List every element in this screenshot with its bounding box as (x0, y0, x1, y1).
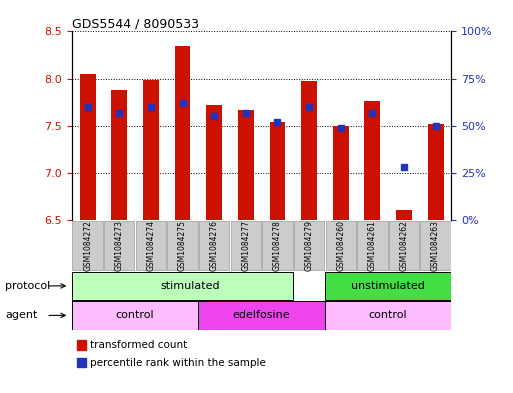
Text: edelfosine: edelfosine (233, 310, 290, 320)
Text: control: control (116, 310, 154, 320)
Text: GSM1084262: GSM1084262 (400, 220, 408, 271)
Bar (333, 126, 349, 220)
Bar (428, 124, 444, 220)
Text: GSM1084273: GSM1084273 (115, 220, 124, 271)
Bar (396, 210, 412, 220)
Text: GSM1084277: GSM1084277 (241, 220, 250, 271)
FancyBboxPatch shape (167, 221, 198, 270)
Text: agent: agent (5, 310, 37, 320)
Bar (269, 122, 285, 220)
FancyBboxPatch shape (294, 221, 324, 270)
FancyBboxPatch shape (357, 221, 387, 270)
FancyBboxPatch shape (199, 301, 325, 329)
Bar (111, 90, 127, 220)
Text: GSM1084276: GSM1084276 (210, 220, 219, 271)
FancyBboxPatch shape (325, 272, 451, 300)
Text: protocol: protocol (5, 281, 50, 291)
FancyBboxPatch shape (231, 221, 261, 270)
Text: control: control (369, 310, 407, 320)
FancyBboxPatch shape (325, 301, 451, 329)
Text: GSM1084274: GSM1084274 (146, 220, 155, 271)
Bar (301, 81, 317, 220)
Text: GSM1084279: GSM1084279 (305, 220, 313, 271)
Text: GSM1084275: GSM1084275 (178, 220, 187, 271)
Text: GSM1084263: GSM1084263 (431, 220, 440, 271)
Bar (174, 46, 190, 220)
Text: unstimulated: unstimulated (351, 281, 425, 291)
FancyBboxPatch shape (326, 221, 356, 270)
Text: GSM1084261: GSM1084261 (368, 220, 377, 271)
Bar (238, 110, 254, 220)
Text: percentile rank within the sample: percentile rank within the sample (90, 358, 266, 368)
FancyBboxPatch shape (136, 221, 166, 270)
Text: transformed count: transformed count (90, 340, 187, 350)
FancyBboxPatch shape (421, 221, 451, 270)
Text: stimulated: stimulated (161, 281, 220, 291)
Text: GSM1084260: GSM1084260 (336, 220, 345, 271)
FancyBboxPatch shape (72, 272, 293, 300)
Bar (80, 74, 95, 220)
Text: GSM1084272: GSM1084272 (83, 220, 92, 271)
Bar (143, 81, 159, 220)
FancyBboxPatch shape (104, 221, 134, 270)
Bar (206, 105, 222, 220)
Text: GDS5544 / 8090533: GDS5544 / 8090533 (72, 17, 199, 30)
FancyBboxPatch shape (389, 221, 419, 270)
Text: GSM1084278: GSM1084278 (273, 220, 282, 271)
FancyBboxPatch shape (72, 301, 199, 329)
FancyBboxPatch shape (262, 221, 292, 270)
FancyBboxPatch shape (199, 221, 229, 270)
Bar (364, 101, 380, 220)
FancyBboxPatch shape (72, 221, 103, 270)
